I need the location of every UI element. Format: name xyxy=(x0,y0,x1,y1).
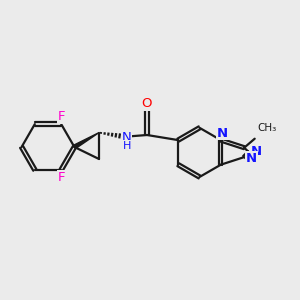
Text: O: O xyxy=(142,97,152,110)
Text: F: F xyxy=(58,110,66,123)
Text: N: N xyxy=(246,152,257,165)
Text: N: N xyxy=(251,145,262,158)
Text: N: N xyxy=(217,127,228,140)
Text: F: F xyxy=(58,171,66,184)
Text: N: N xyxy=(122,131,132,144)
Polygon shape xyxy=(74,133,99,149)
Text: H: H xyxy=(123,141,131,151)
Text: CH₃: CH₃ xyxy=(258,123,277,133)
